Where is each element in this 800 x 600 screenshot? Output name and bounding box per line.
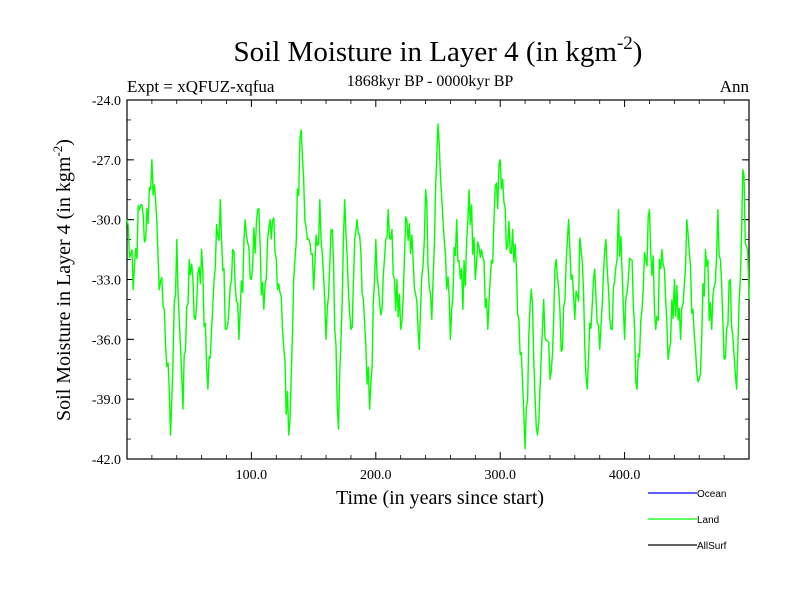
- y-tick-label: -27.0: [92, 154, 121, 169]
- legend: Ocean Land AllSurf: [648, 489, 727, 552]
- series-layer: [126, 123, 750, 450]
- x-tick-label: 200.0: [360, 468, 392, 483]
- season-label: Ann: [720, 77, 750, 96]
- y-axis: -24.0 -27.0 -30.0 -33.0 -36.0 -39.0 -42.0: [92, 94, 749, 468]
- series-line-land: [126, 123, 750, 450]
- chart-subtitle: 1868kyr BP - 0000kyr BP: [347, 73, 514, 90]
- legend-label-land: Land: [697, 515, 719, 526]
- legend-label-allsurf: AllSurf: [697, 541, 727, 552]
- x-tick-label: 100.0: [236, 468, 268, 483]
- y-tick-label: -24.0: [92, 94, 121, 109]
- y-tick-label: -36.0: [92, 333, 121, 348]
- x-tick-label: 300.0: [484, 468, 516, 483]
- x-axis: 100.0 200.0 300.0 400.0: [151, 100, 725, 483]
- expt-label: Expt = xQFUZ-xqfua: [127, 77, 275, 96]
- y-tick-label: -42.0: [92, 453, 121, 468]
- x-tick-label: 400.0: [609, 468, 641, 483]
- y-tick-label: -30.0: [92, 214, 121, 229]
- chart-title: Soil Moisture in Layer 4 (in kgm-2): [234, 33, 643, 68]
- y-tick-label: -33.0: [92, 274, 121, 289]
- x-axis-label: Time (in years since start): [336, 487, 544, 509]
- y-tick-label: -39.0: [92, 393, 121, 408]
- legend-label-ocean: Ocean: [697, 489, 726, 500]
- plot-frame: [126, 99, 750, 460]
- y-axis-label: Soil Moisture in Layer 4 (in kgm-2): [50, 139, 75, 421]
